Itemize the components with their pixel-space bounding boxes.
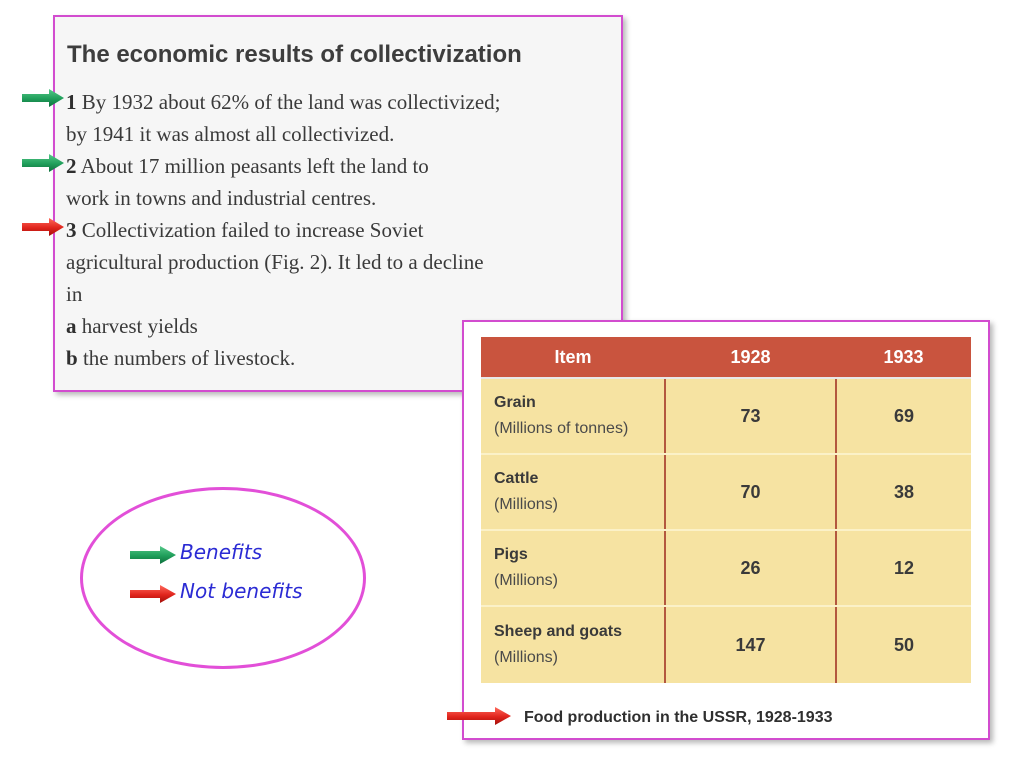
item-cell: Sheep and goats (Millions) bbox=[481, 606, 665, 683]
value-1933: 38 bbox=[835, 454, 971, 531]
text-line-5: 3 Collectivization failed to increase So… bbox=[66, 214, 500, 246]
table-row: Sheep and goats (Millions) 147 50 bbox=[481, 606, 971, 683]
item-unit: (Millions) bbox=[494, 496, 558, 513]
table-panel: Item 1928 1933 Grain (Millions of tonnes… bbox=[462, 320, 990, 740]
green-arrow-icon bbox=[22, 89, 64, 107]
green-arrow-icon bbox=[130, 546, 176, 564]
table-caption: Food production in the USSR, 1928-1933 bbox=[524, 709, 833, 726]
red-arrow-icon bbox=[447, 707, 511, 725]
item-name: Grain bbox=[494, 394, 536, 411]
point-number-2: 2 bbox=[66, 154, 77, 178]
panel-heading: The economic results of collectivization bbox=[67, 41, 522, 68]
point-number-3: 3 bbox=[66, 218, 77, 242]
point-text-3-cont-2: in bbox=[66, 282, 83, 306]
value-1933: 12 bbox=[835, 530, 971, 607]
text-body: 1 By 1932 about 62% of the land was coll… bbox=[66, 86, 500, 374]
item-cell: Pigs (Millions) bbox=[481, 530, 665, 607]
item-name: Pigs bbox=[494, 546, 528, 563]
item-unit: (Millions) bbox=[494, 572, 558, 589]
subpoint-text-a: harvest yields bbox=[76, 314, 198, 338]
value-1928: 147 bbox=[664, 606, 836, 683]
point-text-3-cont: agricultural production (Fig. 2). It led… bbox=[66, 250, 484, 274]
text-line-7: in bbox=[66, 278, 500, 310]
red-arrow-icon bbox=[130, 585, 176, 603]
point-text-1-cont: by 1941 it was almost all collectivized. bbox=[66, 122, 395, 146]
text-line-2: by 1941 it was almost all collectivized. bbox=[66, 118, 500, 150]
table-row: Pigs (Millions) 26 12 bbox=[481, 530, 971, 607]
value-1928: 73 bbox=[664, 378, 836, 455]
table-header-row: Item 1928 1933 bbox=[481, 337, 971, 379]
item-cell: Cattle (Millions) bbox=[481, 454, 665, 531]
point-text-3: Collectivization failed to increase Sovi… bbox=[76, 218, 424, 242]
item-name: Sheep and goats bbox=[494, 623, 623, 640]
value-1933: 69 bbox=[835, 378, 971, 455]
red-arrow-icon bbox=[22, 218, 64, 236]
text-panel: The economic results of collectivization… bbox=[53, 15, 623, 392]
legend-not-benefits: Not benefits bbox=[180, 579, 303, 603]
header-item: Item bbox=[481, 337, 665, 379]
header-1928: 1928 bbox=[665, 337, 836, 379]
item-cell: Grain (Millions of tonnes) bbox=[481, 378, 665, 455]
subpoint-text-b: the numbers of livestock. bbox=[77, 346, 296, 370]
subpoint-letter-b: b bbox=[66, 346, 78, 370]
table-row: Cattle (Millions) 70 38 bbox=[481, 454, 971, 531]
text-line-3: 2 About 17 million peasants left the lan… bbox=[66, 150, 500, 182]
text-line-8: a harvest yields bbox=[66, 310, 500, 342]
text-line-6: agricultural production (Fig. 2). It led… bbox=[66, 246, 500, 278]
table-row: Grain (Millions of tonnes) 73 69 bbox=[481, 378, 971, 455]
legend: Benefits Not benefits bbox=[80, 487, 366, 669]
text-line-4: work in towns and industrial centres. bbox=[66, 182, 500, 214]
food-production-table: Item 1928 1933 Grain (Millions of tonnes… bbox=[481, 337, 971, 683]
point-number-1: 1 bbox=[66, 90, 77, 114]
green-arrow-icon bbox=[22, 154, 64, 172]
legend-benefits: Benefits bbox=[180, 540, 263, 564]
point-text-2: About 17 million peasants left the land … bbox=[76, 154, 429, 178]
value-1928: 70 bbox=[664, 454, 836, 531]
item-unit: (Millions) bbox=[494, 649, 558, 666]
text-line-9: b the numbers of livestock. bbox=[66, 342, 500, 374]
point-text-1: By 1932 about 62% of the land was collec… bbox=[76, 90, 501, 114]
item-unit: (Millions of tonnes) bbox=[494, 420, 629, 437]
text-line-1: 1 By 1932 about 62% of the land was coll… bbox=[66, 86, 500, 118]
header-1933: 1933 bbox=[836, 337, 971, 379]
point-text-2-cont: work in towns and industrial centres. bbox=[66, 186, 377, 210]
subpoint-letter-a: a bbox=[66, 314, 77, 338]
value-1928: 26 bbox=[664, 530, 836, 607]
value-1933: 50 bbox=[835, 606, 971, 683]
item-name: Cattle bbox=[494, 470, 539, 487]
